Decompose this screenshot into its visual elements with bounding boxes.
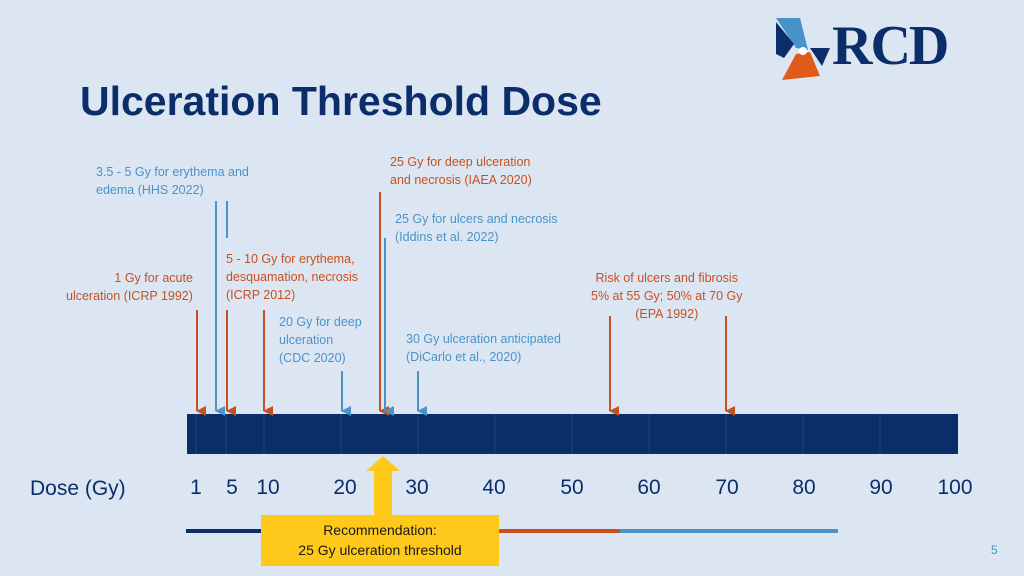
tick-label: 1 xyxy=(190,476,202,499)
page-number: 5 xyxy=(991,543,998,557)
rcd-logo: RCD xyxy=(774,14,959,84)
recommendation-line-1: Recommendation: xyxy=(323,522,437,538)
annotation-epa: Risk of ulcers and fibrosis 5% at 55 Gy;… xyxy=(591,271,743,321)
recommendation-box: Recommendation: 25 Gy ulceration thresho… xyxy=(261,515,499,566)
slide-title: Ulceration Threshold Dose xyxy=(80,78,602,124)
tick-label: 30 xyxy=(405,476,429,499)
tick-label: 10 xyxy=(256,476,280,499)
annotation-dicarlo: 30 Gy ulceration anticipated (DiCarlo et… xyxy=(406,332,561,364)
propeller-icon xyxy=(776,18,830,80)
tick-label: 20 xyxy=(333,476,357,499)
tick-label: 60 xyxy=(637,476,661,499)
annotation-icrp-2012: 5 - 10 Gy for erythema, desquamation, ne… xyxy=(226,252,359,302)
annotation-iddins: 25 Gy for ulcers and necrosis (Iddins et… xyxy=(395,212,558,244)
annotation-cdc: 20 Gy for deep ulceration (CDC 2020) xyxy=(279,315,362,365)
recommendation-line-2: 25 Gy ulceration threshold xyxy=(298,542,462,558)
tick-label: 5 xyxy=(226,476,238,499)
tick-label: 90 xyxy=(869,476,893,499)
tick-label: 40 xyxy=(482,476,506,499)
annotation-hhs: 3.5 - 5 Gy for erythema and edema (HHS 2… xyxy=(96,165,249,197)
tick-label: 80 xyxy=(792,476,816,499)
logo-text: RCD xyxy=(832,15,949,77)
annotation-iaea: 25 Gy for deep ulceration and necrosis (… xyxy=(390,155,532,187)
bar-dividers xyxy=(195,414,881,454)
annotation-icrp-1992: 1 Gy for acute ulceration (ICRP 1992) xyxy=(66,271,193,303)
tick-label: 100 xyxy=(937,476,973,499)
axis-label: Dose (Gy) xyxy=(30,477,126,500)
recommendation-arrow xyxy=(366,456,400,516)
tick-label: 50 xyxy=(560,476,584,499)
tick-label: 70 xyxy=(715,476,739,499)
